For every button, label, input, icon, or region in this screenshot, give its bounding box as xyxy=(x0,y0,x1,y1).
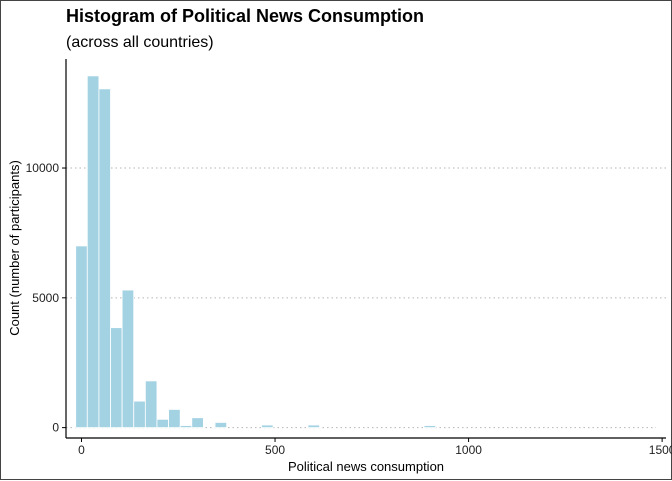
histogram-bar xyxy=(86,75,100,429)
histogram-bar xyxy=(168,409,181,429)
histogram-bar xyxy=(307,424,320,429)
histogram-bars xyxy=(75,75,669,429)
chart-subtitle: (across all countries) xyxy=(66,34,214,51)
axes xyxy=(65,59,666,439)
histogram-bar xyxy=(98,88,111,429)
histogram-bar xyxy=(156,418,169,429)
x-tick-label: 1000 xyxy=(455,443,482,457)
histogram-bar xyxy=(121,289,135,429)
y-tick-label: 0 xyxy=(52,421,59,435)
histogram-bar xyxy=(110,327,123,429)
histogram-bar xyxy=(75,245,88,429)
x-tick-label: 0 xyxy=(78,443,85,457)
histogram-bar xyxy=(144,380,158,429)
y-axis-title: Count (number of participants) xyxy=(7,160,22,336)
y-tick-label: 10000 xyxy=(26,161,60,175)
x-tick-label: 500 xyxy=(265,443,285,457)
histogram-bar xyxy=(133,400,146,429)
histogram-bar xyxy=(179,425,193,429)
chart-title: Histogram of Political News Consumption xyxy=(66,6,425,26)
histogram-bar xyxy=(655,426,669,429)
x-axis-title: Political news consumption xyxy=(288,459,444,474)
histogram-bar xyxy=(214,422,228,429)
histogram-bar xyxy=(191,417,204,429)
y-tick-label: 5000 xyxy=(32,291,59,305)
histogram-bar xyxy=(261,424,274,429)
histogram-bar xyxy=(423,425,437,429)
